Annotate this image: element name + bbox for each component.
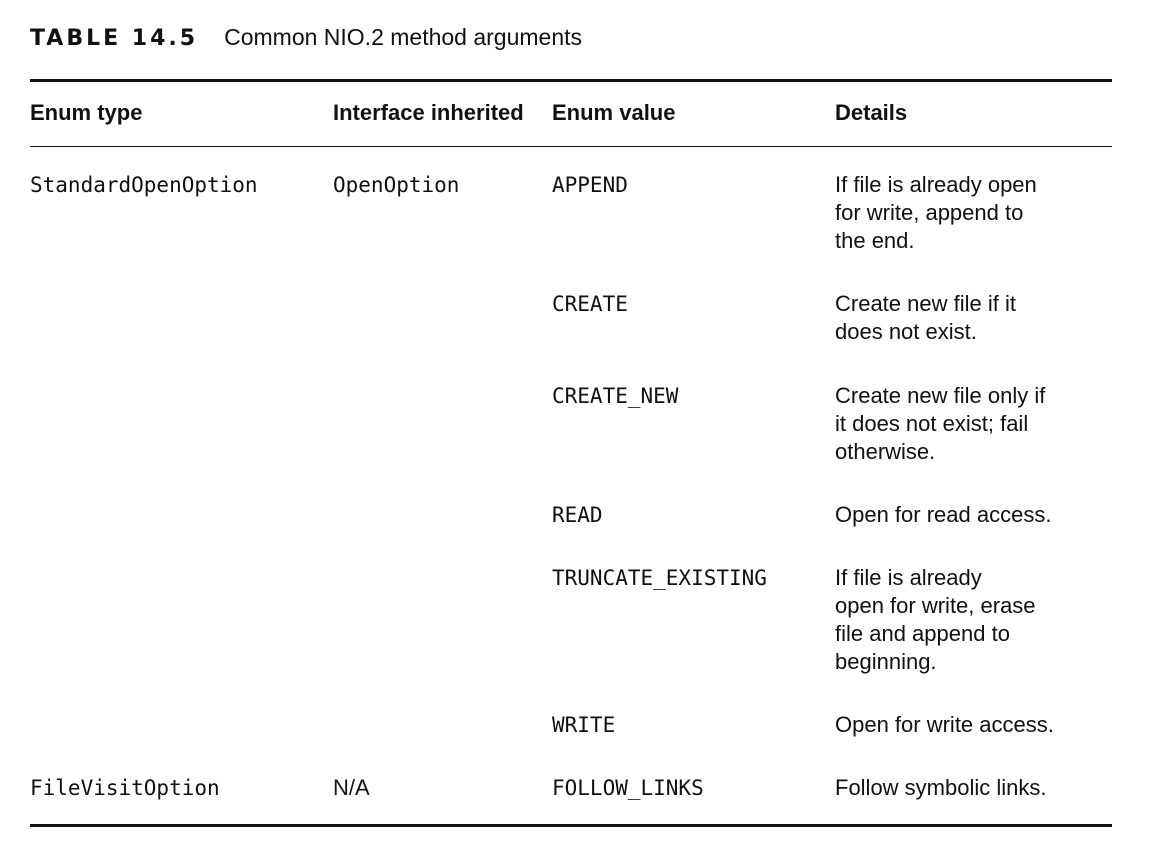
- enum-value-cell: CREATE: [552, 292, 628, 316]
- details-cell: Create new file if it does not exist.: [835, 290, 1105, 346]
- details-cell: Open for write access.: [835, 711, 1105, 739]
- details-line: Create new file only if: [835, 383, 1046, 408]
- details-line: Follow symbolic links.: [835, 775, 1047, 800]
- details-line: If file is already open: [835, 172, 1037, 197]
- details-cell: If file is already open for write, erase…: [835, 564, 1105, 676]
- enum-value-cell: READ: [552, 503, 603, 527]
- details-cell: If file is already open for write, appen…: [835, 171, 1105, 255]
- enum-value-cell: FOLLOW_LINKS: [552, 776, 704, 800]
- details-line: Create new file if it: [835, 291, 1016, 316]
- table-number: TABLE 14.5: [30, 26, 199, 51]
- enum-type-cell: StandardOpenOption: [30, 173, 258, 197]
- table-caption: TABLE 14.5 Common NIO.2 method arguments: [30, 22, 582, 52]
- bottom-rule: [30, 824, 1112, 827]
- details-cell: Create new file only if it does not exis…: [835, 382, 1105, 466]
- top-rule: [30, 79, 1112, 82]
- details-line: does not exist.: [835, 319, 977, 344]
- details-cell: Open for read access.: [835, 501, 1105, 529]
- details-line: otherwise.: [835, 439, 936, 464]
- header-enum-type: Enum type: [30, 100, 143, 125]
- header-interface-inherited: Interface inherited: [333, 100, 524, 125]
- details-cell: Follow symbolic links.: [835, 774, 1105, 802]
- header-details: Details: [835, 100, 908, 125]
- header-rule: [30, 146, 1112, 147]
- details-line: it does not exist; fail: [835, 411, 1029, 436]
- details-line: Open for write access.: [835, 712, 1054, 737]
- header-enum-value: Enum value: [552, 100, 676, 125]
- enum-value-cell: WRITE: [552, 713, 616, 737]
- enum-value-cell: CREATE_NEW: [552, 384, 679, 408]
- interface-cell: N/A: [333, 775, 370, 800]
- enum-value-cell: APPEND: [552, 173, 628, 197]
- interface-cell: OpenOption: [333, 173, 460, 197]
- details-line: open for write, erase: [835, 593, 1036, 618]
- table-title: Common NIO.2 method arguments: [224, 24, 583, 50]
- details-line: Open for read access.: [835, 502, 1052, 527]
- details-line: If file is already: [835, 565, 982, 590]
- details-line: beginning.: [835, 649, 937, 674]
- details-line: the end.: [835, 228, 915, 253]
- details-line: file and append to: [835, 621, 1010, 646]
- details-line: for write, append to: [835, 200, 1024, 225]
- enum-value-cell: TRUNCATE_EXISTING: [552, 566, 767, 590]
- enum-type-cell: FileVisitOption: [30, 776, 220, 800]
